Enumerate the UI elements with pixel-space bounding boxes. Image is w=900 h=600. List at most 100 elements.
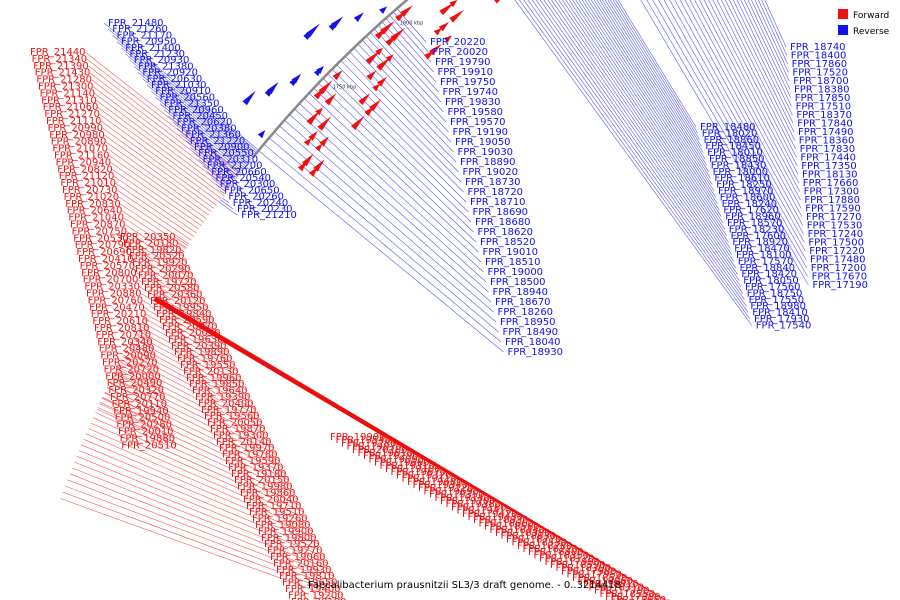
forward-gene-feature	[306, 110, 321, 125]
reverse-leader-line	[299, 103, 484, 273]
reverse-leader-line	[108, 28, 258, 152]
reverse-gene-feature	[303, 25, 318, 40]
reverse-gene-label: FPR_20230	[237, 204, 293, 215]
reverse-gene-label: FPR_20560	[160, 92, 216, 103]
forward-gene-feature	[303, 137, 312, 146]
reverse-gene-label: FPR_20950	[121, 37, 177, 48]
reverse-gene-label: FPR_18610	[714, 173, 770, 184]
forward-gene-label: FPR_19300	[213, 430, 269, 441]
reverse-leader-line	[747, 0, 791, 90]
forward-gene-label: FPR_19920	[132, 258, 188, 269]
forward-leader-line	[141, 321, 242, 379]
reverse-gene-label: FPR_19020	[463, 167, 519, 178]
reverse-gene-label: FPR_20910	[155, 86, 211, 97]
reverse-leader-line	[138, 72, 250, 162]
forward-leader-line	[118, 196, 190, 245]
forward-leader-line	[67, 479, 338, 583]
forward-gene-label: FPR_19270	[267, 546, 323, 557]
forward-gene-label: FPR_20830	[65, 199, 121, 210]
reverse-leader-line	[751, 0, 790, 82]
forward-gene-label: FPR_20140	[216, 437, 272, 448]
forward-leader-line	[125, 350, 263, 423]
reverse-leader-line	[539, 0, 742, 288]
reverse-leader-line	[268, 137, 499, 333]
forward-gene-label: FPR_19720	[141, 277, 197, 288]
forward-leader-line	[177, 243, 187, 249]
forward-gene-label: FPR_20400	[198, 398, 254, 409]
label-leader-lines	[60, 0, 809, 600]
forward-gene-label: FPR_19610	[358, 448, 414, 459]
forward-gene-label: FPR_20720	[104, 364, 160, 375]
reverse-gene-label: FPR_18890	[460, 157, 516, 168]
forward-gene-label: FPR_18530	[512, 538, 568, 549]
forward-leader-line	[155, 296, 667, 600]
forward-leader-line	[81, 444, 320, 545]
forward-gene-label: FPR_21010	[60, 178, 116, 189]
reverse-gene-label: FPR_17670	[812, 272, 868, 283]
forward-leader-line	[152, 302, 227, 347]
forward-gene-feature	[313, 87, 326, 100]
genome-title: Faecalibacterium prausnitzii SL3/3 draft…	[308, 580, 621, 591]
reverse-gene-label: FPR_18730	[465, 177, 521, 188]
scale-tick-label: 1800 kbp	[400, 21, 424, 27]
reverse-leader-line	[194, 152, 234, 184]
gene-labels: FPR_21440FPR_21340FPR_21390FPR_21430FPR_…	[30, 18, 868, 600]
forward-leader-line	[117, 366, 164, 391]
forward-gene-label: FPR_19670	[391, 467, 447, 478]
reverse-leader-line	[155, 97, 245, 169]
forward-gene-feature	[443, 35, 452, 43]
forward-gene-label: FPR_20190	[291, 597, 347, 600]
reverse-gene-label: FPR_18970	[718, 186, 774, 197]
reverse-leader-line	[712, 0, 798, 167]
reverse-gene-label: FPR_18360	[799, 136, 855, 147]
forward-leader-line	[144, 307, 149, 310]
reverse-leader-line	[168, 115, 241, 173]
reverse-gene-label: FPR_17480	[810, 255, 866, 266]
forward-leader-line	[181, 254, 185, 257]
reverse-leader-line	[669, 0, 805, 243]
reverse-gene-label: FPR_18930	[508, 347, 564, 358]
reverse-gene-label: FPR_20900	[194, 142, 250, 153]
reverse-gene-label: FPR_18260	[498, 307, 554, 318]
scale-tick-label: 1750 kbp	[333, 85, 357, 91]
reverse-gene-label: FPR_21210	[241, 210, 297, 221]
forward-leader-line	[129, 342, 257, 411]
reverse-gene-label: FPR_17880	[804, 195, 860, 206]
forward-gene-label: FPR_21120	[59, 171, 115, 182]
forward-gene-label: FPR_19990	[330, 432, 386, 443]
reverse-leader-line	[185, 140, 236, 180]
forward-leader-line	[111, 377, 281, 462]
forward-leader-line	[69, 473, 335, 577]
forward-leader-line	[140, 293, 154, 302]
reverse-gene-label: FPR_18670	[495, 297, 551, 308]
forward-leader-line	[179, 257, 188, 263]
forward-gene-feature	[365, 50, 381, 65]
reverse-leader-line	[369, 32, 444, 113]
forward-leader-line	[173, 267, 197, 283]
reverse-gene-label: FPR_18430	[711, 160, 767, 171]
forward-gene-label: FPR_19310	[380, 461, 436, 472]
reverse-gene-label: FPR_20630	[147, 74, 203, 85]
reverse-leader-line	[279, 125, 494, 313]
forward-gene-label: FPR_19700	[440, 496, 496, 507]
forward-gene-label: FPR_20520	[129, 251, 185, 262]
reverse-leader-line	[694, 0, 801, 201]
reverse-leader-line	[584, 0, 718, 204]
forward-gene-label: FPR_19590	[225, 456, 281, 467]
forward-leader-line	[95, 412, 302, 507]
forward-gene-label: FPR_19060	[270, 552, 326, 563]
forward-gene-label: FPR_19890	[174, 347, 230, 358]
forward-gene-label: FPR_18540	[572, 573, 628, 584]
reverse-gene-label: FPR_20620	[177, 117, 233, 128]
reverse-leader-line	[725, 0, 796, 141]
forward-leader-line	[123, 217, 182, 256]
reverse-gene-label: FPR_21170	[117, 30, 173, 41]
forward-gene-feature	[493, 0, 507, 4]
reverse-gene-label: FPR_18230	[729, 224, 785, 235]
forward-leader-line	[180, 249, 185, 253]
forward-gene-label: FPR_20880	[86, 289, 142, 300]
forward-leader-line	[114, 371, 166, 398]
forward-gene-label: FPR_19550	[180, 360, 236, 371]
reverse-leader-line	[294, 108, 487, 283]
forward-gene-label: FPR_20820	[57, 164, 113, 175]
